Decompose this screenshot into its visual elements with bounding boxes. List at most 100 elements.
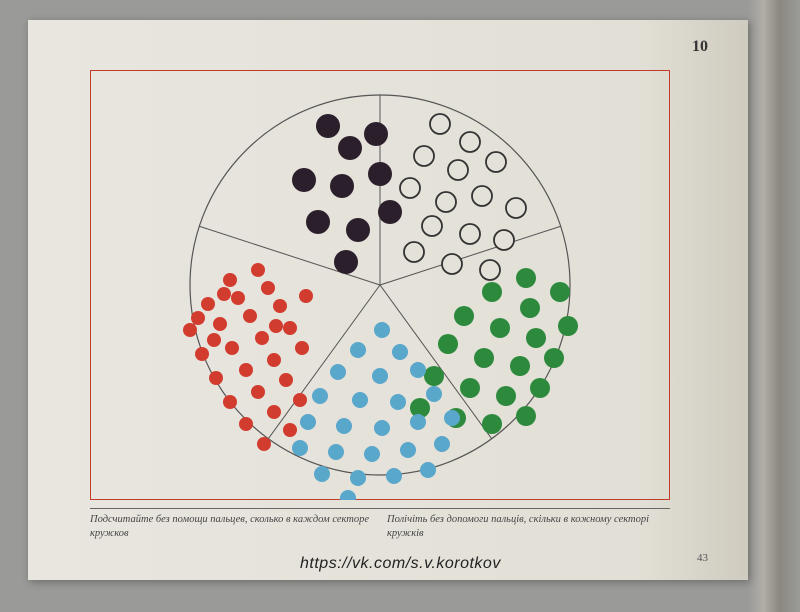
- white-dot: [480, 260, 500, 280]
- green-dot: [530, 378, 550, 398]
- blue-dot: [350, 470, 366, 486]
- white-dot: [400, 178, 420, 198]
- white-dot: [448, 160, 468, 180]
- page-number-top: 10: [692, 38, 708, 56]
- white-dot: [460, 224, 480, 244]
- red-dot: [251, 385, 265, 399]
- blue-dot: [392, 344, 408, 360]
- black-dot: [330, 174, 354, 198]
- blue-dot: [330, 364, 346, 380]
- blue-dot: [390, 394, 406, 410]
- red-dot: [279, 373, 293, 387]
- white-dot: [430, 114, 450, 134]
- blue-dot: [434, 436, 450, 452]
- green-dot: [526, 328, 546, 348]
- red-dot: [267, 405, 281, 419]
- red-dot: [293, 393, 307, 407]
- green-dot: [544, 348, 564, 368]
- red-dot: [231, 291, 245, 305]
- caption-russian: Подсчитайте без помощи пальцев, сколько …: [90, 513, 373, 540]
- red-dot: [267, 353, 281, 367]
- black-dot: [346, 218, 370, 242]
- red-dot: [207, 333, 221, 347]
- green-dot: [516, 406, 536, 426]
- red-dot: [239, 417, 253, 431]
- red-dot: [299, 289, 313, 303]
- blue-dot: [312, 388, 328, 404]
- blue-dot: [374, 322, 390, 338]
- green-dot: [438, 334, 458, 354]
- blue-dot: [314, 466, 330, 482]
- red-dot: [183, 323, 197, 337]
- green-dot: [550, 282, 570, 302]
- green-dot: [558, 316, 578, 336]
- blue-dot: [300, 414, 316, 430]
- red-dot: [251, 263, 265, 277]
- blue-dot: [444, 410, 460, 426]
- black-dot: [364, 122, 388, 146]
- green-dot: [520, 298, 540, 318]
- white-dot: [422, 216, 442, 236]
- white-dot: [404, 242, 424, 262]
- white-dot: [460, 132, 480, 152]
- red-dot: [239, 363, 253, 377]
- blue-dot: [350, 342, 366, 358]
- red-dot: [225, 341, 239, 355]
- blue-dot: [386, 468, 402, 484]
- red-dot: [209, 371, 223, 385]
- black-dot: [338, 136, 362, 160]
- red-dot: [283, 423, 297, 437]
- blue-dot: [420, 462, 436, 478]
- black-dot: [334, 250, 358, 274]
- caption-row: Подсчитайте без помощи пальцев, сколько …: [90, 508, 670, 540]
- red-dot: [201, 297, 215, 311]
- red-dot: [257, 437, 271, 451]
- red-dot: [261, 281, 275, 295]
- red-dot: [223, 273, 237, 287]
- black-dot: [292, 168, 316, 192]
- blue-dot: [374, 420, 390, 436]
- green-dot: [454, 306, 474, 326]
- green-dot: [460, 378, 480, 398]
- white-dot: [414, 146, 434, 166]
- green-dot: [474, 348, 494, 368]
- white-dot: [494, 230, 514, 250]
- blue-dot: [410, 362, 426, 378]
- black-dot: [368, 162, 392, 186]
- blue-dot: [340, 490, 356, 500]
- blue-dot: [426, 386, 442, 402]
- red-dot: [213, 317, 227, 331]
- red-dot: [195, 347, 209, 361]
- sector-circle-diagram: [90, 70, 670, 500]
- green-dot: [482, 414, 502, 434]
- caption-ukrainian: Полічіть без допомоги пальців, скільки в…: [387, 513, 670, 540]
- book-page: 10 Подсчитайте без помощи пальцев, сколь…: [28, 20, 748, 580]
- green-dot: [490, 318, 510, 338]
- blue-dot: [372, 368, 388, 384]
- blue-dot: [328, 444, 344, 460]
- watermark-url: https://vk.com/s.v.korotkov: [300, 555, 501, 573]
- book-edge: [748, 0, 800, 612]
- red-dot: [273, 299, 287, 313]
- red-dot: [295, 341, 309, 355]
- black-dot: [306, 210, 330, 234]
- red-dot: [243, 309, 257, 323]
- blue-dot: [336, 418, 352, 434]
- black-dot: [378, 200, 402, 224]
- white-dot: [472, 186, 492, 206]
- green-dot: [424, 366, 444, 386]
- blue-dot: [352, 392, 368, 408]
- red-dot: [255, 331, 269, 345]
- white-dot: [442, 254, 462, 274]
- red-dot: [283, 321, 297, 335]
- red-dot: [191, 311, 205, 325]
- black-dot: [316, 114, 340, 138]
- blue-dot: [410, 414, 426, 430]
- diagram-frame: [90, 70, 670, 500]
- green-dot: [510, 356, 530, 376]
- white-dot: [436, 192, 456, 212]
- blue-dot: [364, 446, 380, 462]
- green-dot: [496, 386, 516, 406]
- page-number-bottom: 43: [697, 552, 708, 564]
- white-dot: [486, 152, 506, 172]
